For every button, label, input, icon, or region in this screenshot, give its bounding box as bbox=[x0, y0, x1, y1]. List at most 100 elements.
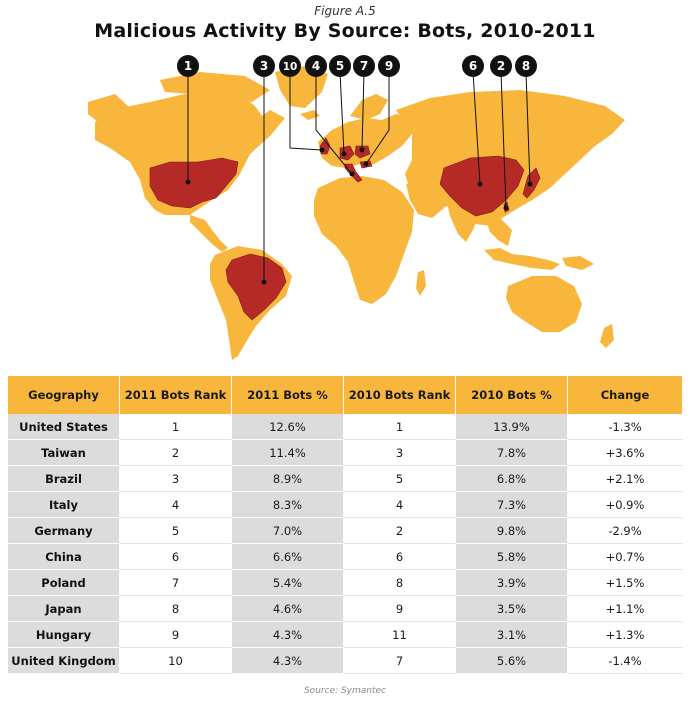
cell-geography: Italy bbox=[8, 492, 120, 518]
marker-dot-7 bbox=[359, 147, 365, 153]
source-note: Source: Symantec bbox=[303, 686, 387, 696]
marker-dot-5 bbox=[341, 151, 347, 157]
cell-2011-pct: 6.6% bbox=[232, 544, 344, 570]
header-2010-pct: 2010 Bots % bbox=[456, 376, 568, 414]
leader-line-6 bbox=[472, 71, 481, 185]
marker-label-3: 3 bbox=[260, 59, 268, 73]
cell-2010-rank: 4 bbox=[344, 492, 456, 518]
cell-2010-pct: 7.8% bbox=[456, 440, 568, 466]
land-iceland bbox=[300, 110, 320, 120]
cell-2010-pct: 13.9% bbox=[456, 414, 568, 440]
cell-2010-pct: 3.9% bbox=[456, 570, 568, 596]
marker-dot-9 bbox=[363, 161, 369, 167]
marker-label-1: 1 bbox=[184, 59, 192, 73]
table-row: Hungary 9 4.3% 11 3.1% +1.3% bbox=[8, 622, 683, 648]
cell-2011-rank: 8 bbox=[120, 596, 232, 622]
cell-2011-rank: 3 bbox=[120, 466, 232, 492]
world-map: 1 3 10 4 5 7 9 6 2 8 bbox=[0, 50, 690, 370]
marker-label-10: 10 bbox=[283, 61, 298, 73]
cell-change: +3.6% bbox=[568, 440, 683, 466]
land-africa bbox=[314, 176, 414, 304]
cell-geography: Taiwan bbox=[8, 440, 120, 466]
figure-label: Figure A.5 bbox=[314, 4, 376, 18]
leader-line-9 bbox=[365, 72, 390, 165]
marker-dot-1 bbox=[185, 179, 191, 185]
marker-label-5: 5 bbox=[336, 59, 344, 73]
cell-2010-rank: 11 bbox=[344, 622, 456, 648]
land-europe bbox=[318, 114, 412, 168]
cell-geography: Poland bbox=[8, 570, 120, 596]
land-alaska bbox=[88, 94, 128, 122]
land-madagascar bbox=[416, 270, 426, 296]
cell-change: -1.3% bbox=[568, 414, 683, 440]
table-row: United Kingdom 10 4.3% 7 5.6% -1.4% bbox=[8, 648, 683, 674]
cell-2011-pct: 4.6% bbox=[232, 596, 344, 622]
marker-dots bbox=[185, 147, 533, 285]
cell-2010-rank: 6 bbox=[344, 544, 456, 570]
cell-2011-pct: 5.4% bbox=[232, 570, 344, 596]
cell-2011-pct: 7.0% bbox=[232, 518, 344, 544]
marker-dot-6 bbox=[477, 181, 483, 187]
header-2010-rank: 2010 Bots Rank bbox=[344, 376, 456, 414]
country-brazil bbox=[225, 253, 287, 321]
cell-change: -1.4% bbox=[568, 648, 683, 674]
leader-line-10 bbox=[289, 72, 323, 151]
land-australia bbox=[506, 276, 582, 332]
marker-dot-4 bbox=[349, 171, 355, 177]
leader-line-7 bbox=[361, 71, 365, 151]
cell-2010-pct: 9.8% bbox=[456, 518, 568, 544]
cell-2010-pct: 5.8% bbox=[456, 544, 568, 570]
cell-geography: Germany bbox=[8, 518, 120, 544]
cell-2011-pct: 4.3% bbox=[232, 648, 344, 674]
cell-change: +1.5% bbox=[568, 570, 683, 596]
marker-1: 1 bbox=[177, 55, 199, 77]
land-indonesia bbox=[484, 248, 560, 270]
cell-2011-rank: 7 bbox=[120, 570, 232, 596]
chart-title: Malicious Activity By Source: Bots, 2010… bbox=[94, 20, 596, 42]
marker-10: 10 bbox=[279, 55, 301, 77]
marker-4: 4 bbox=[305, 55, 327, 77]
marker-dot-10 bbox=[319, 147, 325, 153]
marker-7: 7 bbox=[353, 55, 375, 77]
cell-2010-pct: 7.3% bbox=[456, 492, 568, 518]
cell-2011-pct: 8.9% bbox=[232, 466, 344, 492]
country-united-states bbox=[149, 157, 239, 209]
leader-lines bbox=[187, 71, 531, 282]
cell-2010-rank: 3 bbox=[344, 440, 456, 466]
header-2011-rank: 2011 Bots Rank bbox=[120, 376, 232, 414]
marker-8: 8 bbox=[515, 55, 537, 77]
cell-2011-pct: 12.6% bbox=[232, 414, 344, 440]
cell-2011-rank: 9 bbox=[120, 622, 232, 648]
cell-2010-rank: 7 bbox=[344, 648, 456, 674]
cell-change: +0.9% bbox=[568, 492, 683, 518]
cell-geography: Japan bbox=[8, 596, 120, 622]
cell-2010-pct: 3.5% bbox=[456, 596, 568, 622]
world-map-svg: 1 3 10 4 5 7 9 6 2 8 bbox=[88, 55, 625, 360]
land-central-america bbox=[190, 215, 228, 252]
cell-geography: China bbox=[8, 544, 120, 570]
cell-2011-pct: 8.3% bbox=[232, 492, 344, 518]
cell-2011-rank: 6 bbox=[120, 544, 232, 570]
marker-2: 2 bbox=[490, 55, 512, 77]
marker-5: 5 bbox=[329, 55, 351, 77]
cell-2011-rank: 1 bbox=[120, 414, 232, 440]
cell-2010-pct: 6.8% bbox=[456, 466, 568, 492]
table-header-row: Geography 2011 Bots Rank 2011 Bots % 201… bbox=[8, 376, 683, 414]
cell-geography: United States bbox=[8, 414, 120, 440]
land-arabia bbox=[406, 180, 444, 218]
header-2011-pct: 2011 Bots % bbox=[232, 376, 344, 414]
leader-line-5 bbox=[339, 71, 345, 155]
cell-2010-rank: 1 bbox=[344, 414, 456, 440]
cell-2010-rank: 2 bbox=[344, 518, 456, 544]
cell-change: +2.1% bbox=[568, 466, 683, 492]
cell-2011-rank: 2 bbox=[120, 440, 232, 466]
cell-2010-rank: 5 bbox=[344, 466, 456, 492]
cell-2010-pct: 3.1% bbox=[456, 622, 568, 648]
cell-change: +1.1% bbox=[568, 596, 683, 622]
marker-dot-2 bbox=[503, 205, 509, 211]
table-row: Poland 7 5.4% 8 3.9% +1.5% bbox=[8, 570, 683, 596]
bots-table: Geography 2011 Bots Rank 2011 Bots % 201… bbox=[8, 376, 683, 674]
marker-dot-8 bbox=[527, 181, 533, 187]
cell-change: +0.7% bbox=[568, 544, 683, 570]
cell-geography: Brazil bbox=[8, 466, 120, 492]
